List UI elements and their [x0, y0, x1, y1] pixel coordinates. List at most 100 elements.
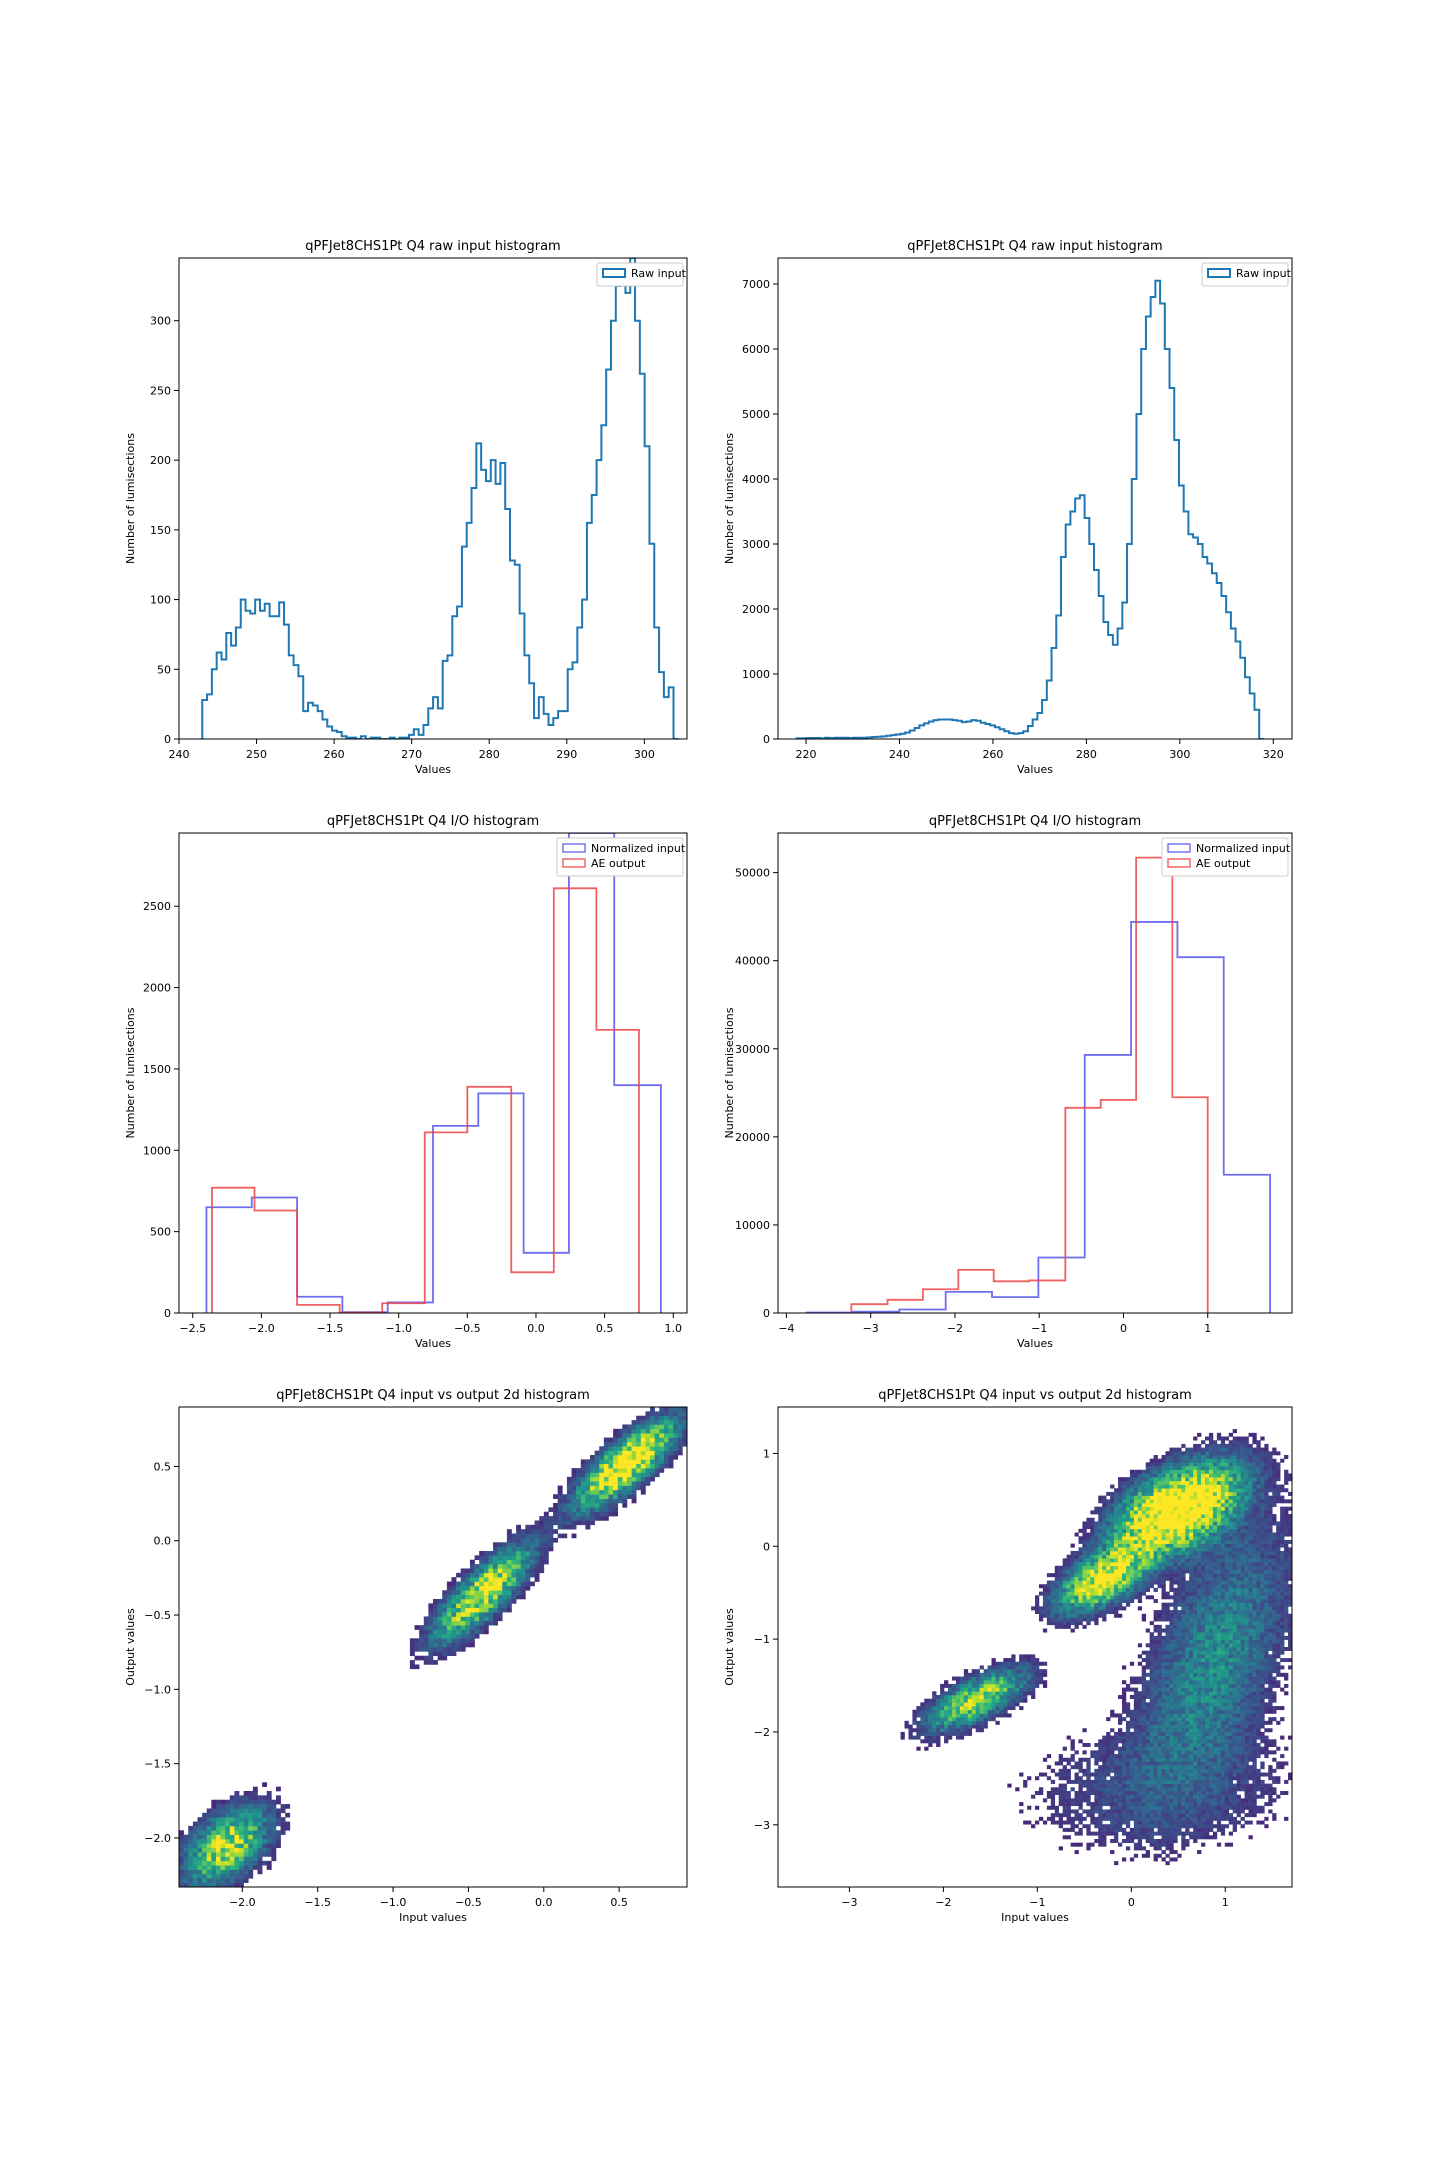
heatmap-cell	[502, 1585, 508, 1591]
heatmap-cell	[1102, 1776, 1107, 1781]
heatmap-cell	[1121, 1499, 1127, 1504]
heatmap-cell	[971, 1687, 976, 1692]
heatmap-cell	[1193, 1632, 1198, 1637]
heatmap-cell	[1110, 1831, 1115, 1836]
heatmap-cell	[1133, 1717, 1139, 1722]
heatmap-cell	[202, 1860, 208, 1866]
heatmap-cell	[1141, 1543, 1147, 1548]
heatmap-cell	[451, 1603, 457, 1609]
heatmap-cell	[1066, 1776, 1071, 1781]
heatmap-cell	[1145, 1743, 1150, 1747]
heatmap-cell	[220, 1830, 226, 1835]
heatmap-cell	[1133, 1495, 1139, 1500]
heatmap-cell	[529, 1546, 535, 1552]
heatmap-cell	[1054, 1610, 1060, 1615]
heatmap-cell	[967, 1672, 973, 1677]
heatmap-cell	[668, 1459, 674, 1465]
heatmap-cell	[1090, 1525, 1095, 1530]
heatmap-cell	[1011, 1676, 1016, 1681]
heatmap-cell	[599, 1503, 605, 1508]
heatmap-cell	[1205, 1827, 1210, 1832]
heatmap-cell	[948, 1720, 953, 1725]
heatmap-cell	[1027, 1672, 1032, 1677]
heatmap-cell	[1201, 1698, 1206, 1703]
heatmap-cell	[1201, 1599, 1206, 1603]
heatmap-cell	[1173, 1750, 1178, 1755]
heatmap-cell	[1074, 1794, 1079, 1799]
heatmap-cell	[599, 1485, 605, 1491]
heatmap-cell	[1193, 1650, 1198, 1655]
heatmap-cell	[991, 1687, 996, 1692]
heatmap-cell	[1070, 1820, 1075, 1825]
heatmap-cell	[1082, 1728, 1087, 1733]
heatmap-cell	[1205, 1503, 1210, 1507]
heatmap-cell	[1169, 1831, 1174, 1836]
heatmap-cell	[959, 1720, 965, 1725]
heatmap-cell	[1189, 1499, 1194, 1504]
heatmap-cell	[932, 1695, 937, 1699]
heatmap-cell	[1201, 1525, 1206, 1530]
heatmap-cell	[179, 1873, 184, 1879]
heatmap-cell	[1181, 1562, 1186, 1567]
heatmap-cell	[603, 1503, 609, 1508]
heatmap-cell	[1157, 1466, 1162, 1471]
heatmap-cell	[1173, 1573, 1178, 1578]
heatmap-cell	[613, 1489, 619, 1495]
heatmap-cell	[1169, 1735, 1174, 1740]
heatmap-cell	[1149, 1576, 1154, 1581]
heatmap-cell	[1137, 1842, 1143, 1847]
heatmap-cell	[1141, 1816, 1147, 1821]
heatmap-cell	[479, 1603, 485, 1609]
heatmap-cell	[1185, 1458, 1190, 1463]
heatmap-cell	[493, 1620, 498, 1626]
heatmap-cell	[229, 1882, 235, 1888]
heatmap-cell	[1173, 1617, 1178, 1622]
heatmap-cell	[1193, 1480, 1198, 1485]
heatmap-cell	[1003, 1698, 1008, 1703]
heatmap-cell	[1090, 1842, 1095, 1847]
heatmap-cell	[1197, 1824, 1202, 1829]
heatmap-cell	[659, 1459, 665, 1465]
legend-box	[556, 837, 684, 877]
heatmap-cell	[932, 1728, 937, 1733]
heatmap-cell	[1157, 1665, 1162, 1670]
heatmap-cell	[1078, 1831, 1083, 1836]
heatmap-cell	[252, 1825, 258, 1831]
heatmap-cell	[1007, 1702, 1012, 1707]
heatmap-cell	[1137, 1551, 1143, 1555]
heatmap-cell	[1189, 1565, 1194, 1570]
heatmap-cell	[1090, 1551, 1095, 1555]
heatmap-cell	[1118, 1525, 1123, 1530]
heatmap-cell	[617, 1441, 623, 1447]
heatmap-cell	[1153, 1787, 1158, 1792]
heatmap-cell	[991, 1702, 996, 1707]
heatmap-cell	[1145, 1680, 1150, 1685]
heatmap-cell	[1149, 1658, 1154, 1663]
x-tick-label: 260	[324, 748, 345, 761]
y-tick-label: 2000	[143, 982, 171, 995]
heatmap-cell	[1102, 1813, 1107, 1818]
heatmap-cell	[1106, 1783, 1111, 1788]
heatmap-cell	[1197, 1543, 1202, 1548]
heatmap-cell	[234, 1812, 240, 1818]
heatmap-cell	[936, 1731, 941, 1736]
heatmap-cell	[520, 1529, 526, 1534]
heatmap-cell	[1102, 1831, 1107, 1836]
heatmap-cell	[1185, 1602, 1190, 1607]
heatmap-cell	[1114, 1587, 1119, 1592]
heatmap-cell	[220, 1804, 226, 1809]
heatmap-cell	[1161, 1787, 1166, 1792]
heatmap-cell	[248, 1830, 254, 1835]
heatmap-cell	[1066, 1779, 1071, 1784]
heatmap-cell	[1181, 1521, 1186, 1526]
heatmap-cell	[603, 1450, 609, 1456]
heatmap-cell	[557, 1533, 563, 1539]
heatmap-cell	[1165, 1846, 1170, 1851]
heatmap-cell	[1189, 1484, 1194, 1489]
heatmap-cell	[951, 1717, 957, 1722]
heatmap-cell	[1141, 1813, 1147, 1818]
heatmap-cell	[1193, 1816, 1198, 1821]
chart-title: qPFJet8CHS1Pt Q4 raw input histogram	[907, 239, 1162, 254]
heatmap-cell	[1157, 1580, 1162, 1585]
heatmap-cell	[1035, 1672, 1040, 1677]
